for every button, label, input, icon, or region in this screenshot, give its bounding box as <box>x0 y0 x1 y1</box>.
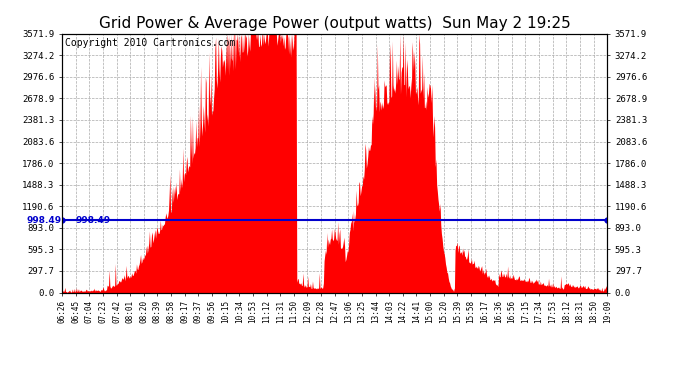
Text: 998.49: 998.49 <box>27 216 62 225</box>
Title: Grid Power & Average Power (output watts)  Sun May 2 19:25: Grid Power & Average Power (output watts… <box>99 16 571 31</box>
Text: 998.49: 998.49 <box>76 216 111 225</box>
Text: Copyright 2010 Cartronics.com: Copyright 2010 Cartronics.com <box>65 38 235 48</box>
